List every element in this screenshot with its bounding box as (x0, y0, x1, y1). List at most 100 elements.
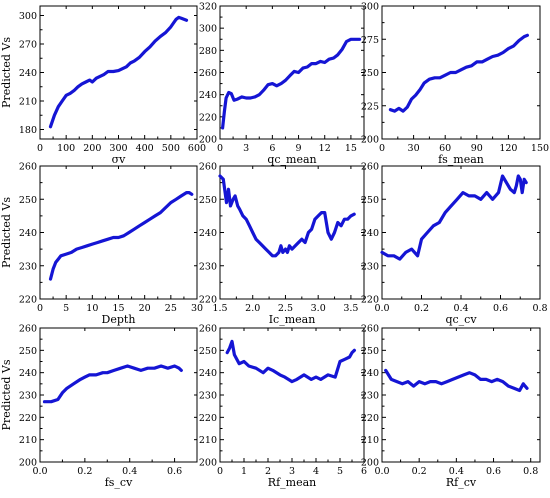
chart-panel-9: 0.0 0.2 0.4 0.6 0.8 200 210 220 230 240 250 260 Rf_c… (361, 324, 541, 489)
y-tick-label: 220 (361, 295, 379, 306)
chart-panel-7: 0.0 0.2 0.4 0.6 200 210 220 230 240 250 260 fs_cv Pr… (0, 324, 198, 489)
x-tick-label: 3.5 (343, 303, 358, 314)
y-tick-label: 220 (199, 413, 217, 424)
y-tick-label: 230 (19, 391, 37, 402)
series-line (48, 15, 189, 129)
y-tick-label: 270 (19, 40, 37, 51)
x-tick-label: 0.2 (414, 303, 429, 314)
y-tick-label: 240 (361, 228, 379, 239)
x-tick-label: 500 (162, 143, 180, 154)
y-tick-label: 210 (361, 435, 379, 446)
plot-frame (381, 5, 541, 140)
y-tick-label: 240 (199, 90, 217, 101)
series-line (218, 174, 356, 258)
x-tick-label: 0.2 (412, 466, 427, 477)
x-axis-label: qc_cv (445, 313, 477, 326)
x-tick-label: 0.0 (374, 303, 389, 314)
y-tick-label: 280 (199, 46, 217, 57)
x-tick-label: 1 (241, 466, 247, 477)
y-tick-label: 250 (19, 195, 37, 206)
x-tick-label: 2 (265, 466, 271, 477)
x-tick-label: 20 (139, 303, 151, 314)
x-axis-label: Rf_mean (268, 476, 316, 489)
x-axis-label: Ic_mean (269, 313, 316, 326)
x-tick-label: 3.0 (311, 303, 326, 314)
x-tick-label: 0 (37, 303, 43, 314)
y-tick-label: 220 (19, 413, 37, 424)
y-tick-label: 200 (199, 458, 217, 469)
x-axis-label: qc_mean (267, 153, 316, 166)
y-tick-label: 300 (199, 24, 217, 35)
x-tick-label: 6 (361, 466, 367, 477)
x-tick-label: 10 (86, 303, 98, 314)
x-tick-label: 120 (499, 143, 517, 154)
y-tick-label: 200 (361, 458, 379, 469)
x-tick-label: 0 (37, 143, 43, 154)
y-tick-label: 250 (19, 346, 37, 357)
x-tick-label: 30 (408, 143, 420, 154)
y-tick-label: 230 (199, 391, 217, 402)
x-tick-label: 0.6 (486, 466, 501, 477)
y-tick-label: 225 (361, 101, 379, 112)
y-tick-label: 260 (361, 324, 379, 335)
x-tick-label: 0.6 (493, 303, 508, 314)
x-tick-label: 3 (289, 466, 295, 477)
x-tick-label: 0.4 (449, 466, 464, 477)
x-axis-label: Rf_cv (446, 476, 477, 489)
chart-panel-4: 0 5 10 15 20 25 30 220 230 240 250 260 Depth Predicte… (0, 162, 203, 327)
y-tick-label: 320 (199, 2, 217, 13)
x-tick-label: 300 (109, 143, 127, 154)
x-tick-label: 5 (337, 466, 343, 477)
y-tick-label: 200 (19, 458, 37, 469)
y-tick-label: 240 (361, 368, 379, 379)
x-tick-label: 0.6 (167, 466, 182, 477)
x-tick-label: 2.5 (278, 303, 293, 314)
x-tick-label: 25 (165, 303, 177, 314)
series-line (380, 174, 528, 261)
chart-panel-6: 0.0 0.2 0.4 0.6 0.8 220 230 240 250 260 qc_cv (361, 162, 548, 327)
chart-panel-1: 0 100 200 300 400 500 600180210240270300σvPred… (0, 5, 206, 166)
series-line (384, 368, 529, 393)
x-tick-label: 600 (188, 143, 206, 154)
y-tick-label: 250 (199, 195, 217, 206)
x-tick-label: 9 (296, 143, 302, 154)
x-tick-label: 200 (83, 143, 101, 154)
y-tick-label: 240 (19, 368, 37, 379)
x-tick-label: 400 (136, 143, 154, 154)
chart-panel-3: 0 30 60 90 120 150 200 225 250 275 300 fs_mean (361, 2, 549, 167)
y-tick-label: 220 (199, 112, 217, 123)
x-tick-label: 100 (57, 143, 75, 154)
y-tick-label: 250 (199, 346, 217, 357)
x-tick-label: 30 (191, 303, 203, 314)
x-tick-label: 0.8 (523, 466, 538, 477)
x-tick-label: 0.0 (374, 466, 389, 477)
y-tick-label: 250 (361, 346, 379, 357)
plot-frame (39, 327, 198, 463)
y-axis-label: Predicted Vs (0, 37, 13, 108)
x-tick-label: 0.0 (32, 466, 47, 477)
chart-panel-2: 0 3 6 9 12 15 200 220 240 260 280 300 320 qc_mean (199, 2, 365, 166)
y-tick-label: 220 (199, 295, 217, 306)
series-line (388, 33, 530, 113)
x-axis-label: σv (112, 153, 127, 166)
y-axis-label: Predicted Vs (0, 197, 13, 268)
y-axis-label: Predicted Vs (0, 359, 13, 430)
x-tick-label: 0.4 (453, 303, 468, 314)
y-tick-label: 180 (19, 125, 37, 136)
y-tick-label: 260 (361, 162, 379, 173)
y-tick-label: 210 (199, 435, 217, 446)
x-axis-label: Depth (102, 313, 136, 326)
plot-frame (39, 5, 198, 140)
y-tick-label: 240 (199, 228, 217, 239)
y-tick-label: 260 (199, 324, 217, 335)
y-tick-label: 250 (361, 195, 379, 206)
plot-frame (381, 327, 541, 463)
y-tick-label: 220 (361, 413, 379, 424)
x-tick-label: 150 (531, 143, 549, 154)
series-line (221, 37, 362, 130)
y-tick-label: 230 (361, 261, 379, 272)
x-tick-label: 60 (439, 143, 451, 154)
chart-panel-8: 0 1 2 3 4 5 6 200 210 220 230 240 250 260 Rf_mean (199, 324, 367, 490)
x-tick-label: 0.2 (77, 466, 92, 477)
y-tick-label: 200 (199, 135, 217, 146)
